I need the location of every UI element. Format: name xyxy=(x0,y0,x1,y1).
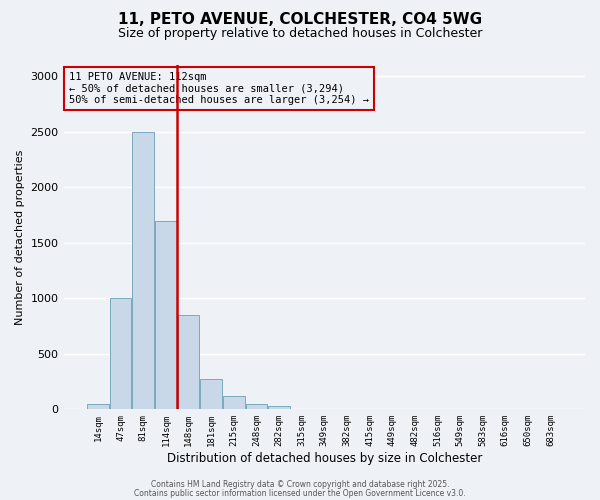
Text: Contains public sector information licensed under the Open Government Licence v3: Contains public sector information licen… xyxy=(134,488,466,498)
Bar xyxy=(268,406,290,409)
Bar xyxy=(178,315,199,410)
Y-axis label: Number of detached properties: Number of detached properties xyxy=(15,150,25,325)
Text: Size of property relative to detached houses in Colchester: Size of property relative to detached ho… xyxy=(118,28,482,40)
Bar xyxy=(200,380,222,410)
Bar xyxy=(291,409,313,410)
Bar xyxy=(87,404,109,409)
Bar xyxy=(133,132,154,409)
Bar xyxy=(110,298,131,410)
Bar xyxy=(155,220,176,410)
Text: Contains HM Land Registry data © Crown copyright and database right 2025.: Contains HM Land Registry data © Crown c… xyxy=(151,480,449,489)
Bar xyxy=(223,396,245,409)
Text: 11, PETO AVENUE, COLCHESTER, CO4 5WG: 11, PETO AVENUE, COLCHESTER, CO4 5WG xyxy=(118,12,482,28)
Bar xyxy=(245,404,267,409)
X-axis label: Distribution of detached houses by size in Colchester: Distribution of detached houses by size … xyxy=(167,452,482,465)
Bar xyxy=(314,409,335,410)
Text: 11 PETO AVENUE: 112sqm
← 50% of detached houses are smaller (3,294)
50% of semi-: 11 PETO AVENUE: 112sqm ← 50% of detached… xyxy=(69,72,369,105)
